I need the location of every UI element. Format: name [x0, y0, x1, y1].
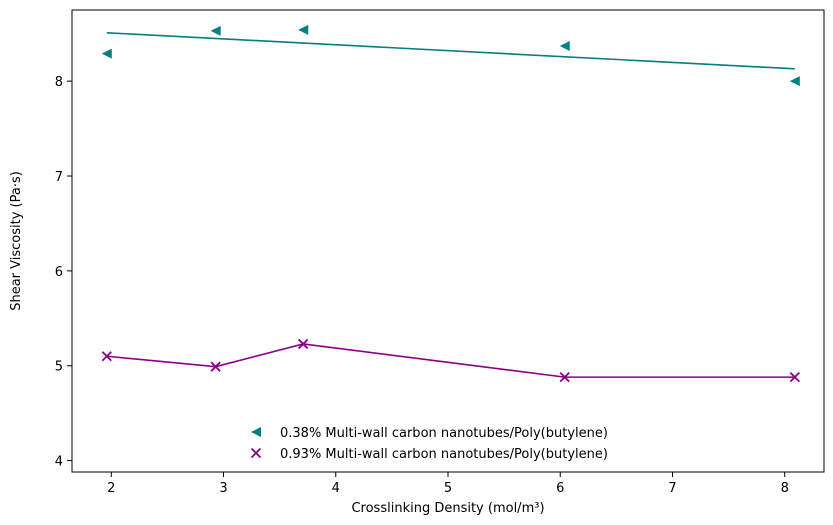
y-tick-label: 8 [55, 75, 63, 90]
data-point [210, 25, 221, 36]
y-tick-label: 7 [55, 170, 63, 185]
y-axis-label: Shear Viscosity (Pa·s) [9, 171, 24, 311]
data-point [298, 338, 309, 350]
y-tick-label: 5 [55, 360, 63, 375]
series-2 [101, 338, 800, 383]
data-point [559, 371, 570, 383]
data-point [101, 48, 112, 59]
series-layer [101, 24, 800, 383]
data-point [101, 351, 112, 362]
data-point [298, 24, 309, 35]
plot-area [72, 10, 824, 472]
legend-label: 0.38% Multi-wall carbon nanotubes/Poly(b… [280, 426, 608, 441]
y-tick-label: 6 [55, 265, 63, 280]
data-point [559, 41, 570, 52]
legend: 0.38% Multi-wall carbon nanotubes/Poly(b… [250, 426, 608, 462]
data-point [789, 76, 800, 87]
y-tick-label: 4 [55, 455, 63, 470]
x-tick-label: 7 [668, 481, 676, 496]
x-tick-label: 8 [781, 481, 789, 496]
data-point [210, 361, 221, 372]
ticks-layer: 2 3 4 5 6 7 8 4 5 6 7 8 [55, 75, 789, 496]
x-tick-label: 4 [332, 481, 340, 496]
plot-frame [71, 9, 825, 473]
series-1 [101, 24, 800, 87]
x-tick-label: 2 [107, 481, 115, 496]
legend-marker [250, 447, 262, 459]
legend-marker [251, 427, 261, 437]
data-point [789, 371, 800, 383]
trend-line [106, 31, 795, 70]
x-axis-label: Crosslinking Density (mol/m³) [351, 501, 544, 516]
x-tick-label: 6 [556, 481, 564, 496]
x-tick-label: 5 [444, 481, 452, 496]
x-tick-label: 3 [219, 481, 227, 496]
legend-label: 0.93% Multi-wall carbon nanotubes/Poly(b… [280, 447, 608, 462]
